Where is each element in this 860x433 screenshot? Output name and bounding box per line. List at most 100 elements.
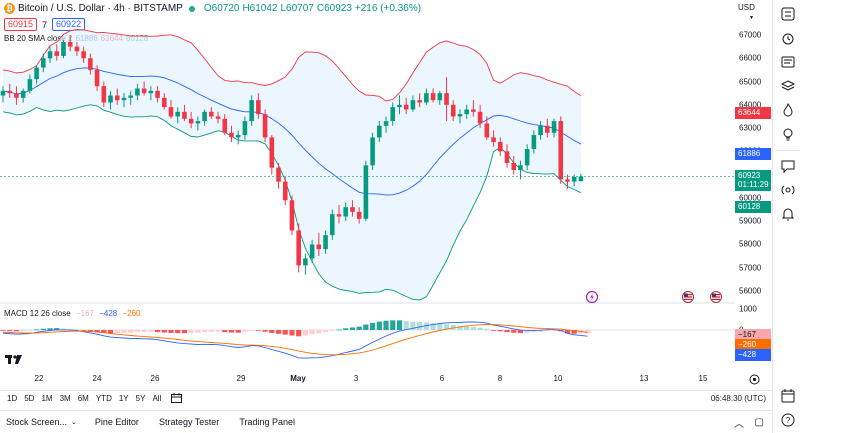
- hotlists-button[interactable]: [777, 99, 799, 121]
- candle-body: [477, 111, 483, 124]
- ohlc-high: H61042: [242, 3, 278, 14]
- macd-histogram-bar: [437, 323, 443, 330]
- macd-histogram-bar: [396, 320, 403, 330]
- candle-body: [209, 111, 214, 117]
- axis-settings-button[interactable]: [743, 372, 765, 386]
- candle-body: [504, 151, 510, 163]
- candle-body: [88, 58, 93, 70]
- time-axis[interactable]: 22 24 26 29 May 3 6 8 10 13 15: [0, 372, 730, 386]
- timeframe-all[interactable]: All: [152, 394, 162, 403]
- timeframe-3m[interactable]: 3M: [59, 394, 71, 403]
- price-chart[interactable]: [0, 0, 735, 372]
- collapse-up-icon[interactable]: ︿: [734, 418, 744, 430]
- timeframe-1d[interactable]: 1D: [7, 394, 18, 403]
- macd-legend-hist: −167: [75, 309, 94, 318]
- event-flag-us-icon[interactable]: [682, 291, 694, 303]
- watchlist-button[interactable]: [777, 3, 799, 25]
- macd-histogram-bar: [504, 330, 510, 333]
- macd-label-macd: −428: [735, 349, 771, 361]
- time-tick-label: 3: [353, 374, 359, 383]
- macd-histogram-bar: [571, 330, 577, 334]
- candle-body: [551, 121, 557, 133]
- maximize-icon[interactable]: ▢: [754, 416, 764, 428]
- macd-histogram-bar: [336, 329, 342, 331]
- candle-body: [457, 114, 463, 117]
- help-button[interactable]: ?: [777, 409, 799, 431]
- candle-body: [471, 109, 476, 112]
- candle-body: [484, 123, 490, 138]
- timeframe-1m[interactable]: 1M: [41, 394, 53, 403]
- macd-histogram-bar: [564, 330, 571, 334]
- ideas-button[interactable]: [777, 123, 799, 145]
- tab-pine-editor[interactable]: Pine Editor: [94, 417, 139, 427]
- macd-histogram-bar: [322, 330, 329, 333]
- time-tick-label: 24: [92, 374, 102, 383]
- macd-histogram-bar: [376, 321, 382, 330]
- macd-histogram-bar: [114, 330, 120, 334]
- calendar-button[interactable]: [777, 385, 799, 407]
- layers-button[interactable]: [777, 75, 799, 97]
- price-tick-label: 57000: [739, 263, 762, 273]
- layers-icon: [781, 80, 795, 91]
- svg-text:?: ?: [786, 416, 791, 425]
- candle-body: [343, 207, 349, 217]
- macd-histogram-bar: [316, 330, 322, 334]
- buy-price-box[interactable]: 60922: [52, 18, 86, 31]
- utc-clock[interactable]: 06:48:30 (UTC): [710, 394, 766, 403]
- timeframe-1y[interactable]: 1Y: [118, 394, 129, 403]
- price-tick-label: 67000: [739, 30, 762, 40]
- macd-histogram-bar: [81, 330, 87, 331]
- news-icon: [781, 56, 795, 68]
- timeframe-ytd[interactable]: YTD: [95, 394, 112, 403]
- macd-label-signal: −260: [735, 339, 771, 351]
- bollinger-band-fill: [3, 29, 581, 300]
- event-lightning-icon[interactable]: [585, 290, 599, 304]
- price-tick-label: 59000: [739, 216, 762, 226]
- macd-histogram-bar: [531, 330, 537, 333]
- chats-button[interactable]: [777, 155, 799, 177]
- bottom-panel-tabs: Stock Screen... ⌄ Pine Editor Strategy T…: [0, 410, 772, 433]
- macd-histogram-bar: [188, 330, 194, 333]
- tab-trading-panel[interactable]: Trading Panel: [239, 417, 296, 427]
- candle-body: [81, 51, 86, 59]
- candle-body: [202, 111, 207, 122]
- ohlc-open: O60720: [203, 3, 240, 14]
- currency-selector[interactable]: USD ▾: [738, 3, 771, 21]
- price-axis[interactable]: USD ▾ 6700066000650006400063000620006100…: [735, 0, 771, 370]
- date-range-calendar-icon[interactable]: [171, 392, 183, 405]
- news-button[interactable]: [777, 51, 799, 73]
- live-streams-button[interactable]: [777, 179, 799, 201]
- macd-histogram-bar: [202, 330, 208, 333]
- candle-body: [289, 200, 295, 231]
- candle-body: [195, 121, 201, 124]
- event-flag-us-icon[interactable]: [710, 291, 722, 303]
- macd-legend-name[interactable]: MACD 12 26 close: [4, 309, 71, 318]
- tradingview-logo[interactable]: [5, 355, 22, 364]
- help-circle-icon: ?: [781, 413, 795, 427]
- macd-histogram-bar: [255, 330, 261, 331]
- timeframe-5y[interactable]: 5Y: [135, 394, 146, 403]
- macd-histogram-bar: [154, 330, 161, 333]
- price-tick-label: 65000: [739, 77, 762, 87]
- macd-histogram-bar: [457, 325, 463, 330]
- alerts-button[interactable]: [777, 27, 799, 49]
- tab-stock-screener[interactable]: Stock Screen...: [6, 417, 68, 427]
- candle-body: [383, 121, 389, 126]
- macd-histogram-bar: [228, 330, 235, 333]
- time-tick-label: 26: [150, 374, 160, 383]
- tab-strategy-tester[interactable]: Strategy Tester: [158, 417, 220, 427]
- timeframe-6m[interactable]: 6M: [77, 394, 89, 403]
- symbol-title[interactable]: Bitcoin / U.S. Dollar · 4h · BITSTAMP: [18, 3, 183, 14]
- candle-body: [14, 93, 19, 98]
- timeframe-5d[interactable]: 5D: [24, 394, 35, 403]
- candle-body: [397, 104, 402, 108]
- candle-body: [424, 93, 429, 103]
- notifications-button[interactable]: [777, 203, 799, 225]
- candle-body: [67, 41, 73, 47]
- chevron-down-icon[interactable]: ⌄: [71, 419, 77, 426]
- candle-body: [175, 111, 181, 117]
- bb-legend-name[interactable]: BB 20 SMA close 2: [4, 34, 73, 43]
- macd-histogram-bar: [275, 330, 282, 334]
- sell-price-box[interactable]: 60915: [4, 18, 38, 31]
- macd-histogram-bar: [329, 330, 335, 331]
